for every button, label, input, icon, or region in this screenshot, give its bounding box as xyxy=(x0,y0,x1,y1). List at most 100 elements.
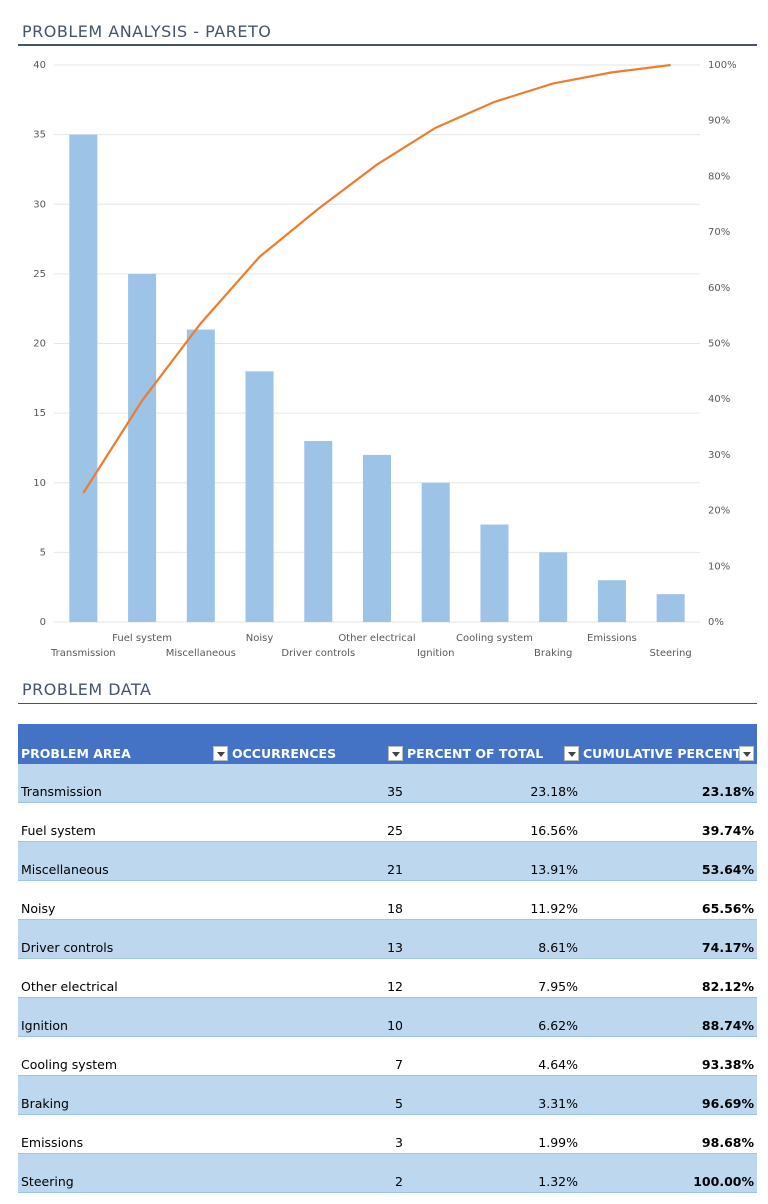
y2-tick-label: 100% xyxy=(708,60,737,71)
table-cell: 96.69% xyxy=(701,1096,754,1111)
y2-tick-label: 50% xyxy=(708,339,730,350)
table-cell: Other electrical xyxy=(21,979,118,994)
bar xyxy=(421,482,450,622)
table-cell: Miscellaneous xyxy=(21,862,109,877)
x-tick-label: Noisy xyxy=(246,633,274,644)
x-tick-label: Cooling system xyxy=(456,633,533,644)
table-cell: 12 xyxy=(387,979,403,994)
y2-tick-label: 20% xyxy=(708,506,730,517)
x-tick-label: Other electrical xyxy=(338,633,415,644)
data-table: PROBLEM AREA OCCURRENCES PERCENT OF TOTAL C… xyxy=(18,724,757,1193)
table-cell: 35 xyxy=(387,784,403,799)
table-cell: 5 xyxy=(395,1096,403,1111)
cumulative-line xyxy=(82,63,671,494)
table-cell: Emissions xyxy=(21,1135,84,1150)
x-tick-label: Fuel system xyxy=(112,633,172,644)
bar xyxy=(304,440,333,622)
y-tick-label: 25 xyxy=(33,269,46,280)
y-tick-label: 10 xyxy=(33,478,46,489)
table-cell: 23.18% xyxy=(530,784,578,799)
bar xyxy=(245,371,274,622)
title-rule xyxy=(18,44,757,46)
table-cell: Steering xyxy=(21,1174,74,1189)
bar xyxy=(186,329,215,622)
title-rule xyxy=(18,703,757,704)
x-tick-label: Emissions xyxy=(587,633,637,644)
table-cell: 16.56% xyxy=(530,823,578,838)
filter-button[interactable] xyxy=(739,746,754,761)
bar xyxy=(656,594,685,622)
table-cell: 2 xyxy=(395,1174,403,1189)
column-header: OCCURRENCES xyxy=(232,746,337,761)
filter-button[interactable] xyxy=(213,746,228,761)
table-cell: Transmission xyxy=(21,784,102,799)
table-row: Other electrical 12 7.95% 82.12% xyxy=(18,959,757,998)
table-cell: Cooling system xyxy=(21,1057,117,1072)
table-row: Ignition 10 6.62% 88.74% xyxy=(18,998,757,1037)
table-cell: Driver controls xyxy=(21,940,114,955)
y-tick-label: 5 xyxy=(40,547,46,558)
x-tick-label: Miscellaneous xyxy=(166,648,236,659)
column-header: PERCENT OF TOTAL xyxy=(407,746,544,761)
y-tick-label: 35 xyxy=(33,130,46,141)
table-cell: 65.56% xyxy=(701,901,754,916)
table-cell: 93.38% xyxy=(701,1057,754,1072)
column-header: PROBLEM AREA xyxy=(21,746,131,761)
x-tick-label: Braking xyxy=(534,648,572,659)
x-tick-label: Transmission xyxy=(50,648,116,659)
table-row: Miscellaneous 21 13.91% 53.64% xyxy=(18,842,757,881)
column-header: CUMULATIVE PERCENT xyxy=(583,746,742,761)
table-row: Driver controls 13 8.61% 74.17% xyxy=(18,920,757,959)
table-cell: 11.92% xyxy=(530,901,578,916)
x-tick-label: Driver controls xyxy=(281,648,355,659)
table-row: Braking 5 3.31% 96.69% xyxy=(18,1076,757,1115)
table-cell: 82.12% xyxy=(701,979,754,994)
y-tick-label: 30 xyxy=(33,199,46,210)
table-row: Transmission 35 23.18% 23.18% xyxy=(18,764,757,803)
table-cell: Braking xyxy=(21,1096,69,1111)
table-cell: 98.68% xyxy=(701,1135,754,1150)
y2-tick-label: 80% xyxy=(708,171,730,182)
x-tick-label: Steering xyxy=(650,648,692,659)
table-cell: 10 xyxy=(387,1018,403,1033)
table-cell: 100.00% xyxy=(693,1174,754,1189)
bar xyxy=(480,524,509,622)
table-cell: 13.91% xyxy=(530,862,578,877)
table-cell: 25 xyxy=(387,823,403,838)
y-tick-label: 15 xyxy=(33,408,46,419)
filter-button[interactable] xyxy=(564,746,579,761)
table-cell: 1.32% xyxy=(538,1174,578,1189)
filter-button[interactable] xyxy=(388,746,403,761)
chart: 0 5 10 15 20 25 30 35 40 0% 10% 20% 30% 40% 50% 60% 70% 8… xyxy=(33,60,737,659)
table-row: Fuel system 25 16.56% 39.74% xyxy=(18,803,757,842)
table-cell: Ignition xyxy=(21,1018,68,1033)
table-row: Emissions 3 1.99% 98.68% xyxy=(18,1115,757,1154)
y2-tick-label: 40% xyxy=(708,394,730,405)
table-cell: 21 xyxy=(387,862,403,877)
chart-title: PROBLEM ANALYSIS - PARETO xyxy=(22,22,272,41)
table-row: Cooling system 7 4.64% 93.38% xyxy=(18,1037,757,1076)
table-title: PROBLEM DATA xyxy=(22,680,152,699)
table-cell: 6.62% xyxy=(538,1018,578,1033)
table-cell: 4.64% xyxy=(538,1057,578,1072)
bar xyxy=(69,134,98,622)
bar xyxy=(363,454,391,622)
table-cell: 8.61% xyxy=(538,940,578,955)
table-cell: 3.31% xyxy=(538,1096,578,1111)
table-row: Noisy 18 11.92% 65.56% xyxy=(18,881,757,920)
y-tick-label: 40 xyxy=(33,60,46,71)
table-cell: 13 xyxy=(387,940,403,955)
table-row: Steering 2 1.32% 100.00% xyxy=(18,1154,757,1193)
x-tick-label: Ignition xyxy=(417,648,455,659)
y2-tick-label: 90% xyxy=(708,116,730,127)
y-tick-label: 20 xyxy=(33,339,46,350)
y-tick-label: 0 xyxy=(40,617,46,628)
table-cell: 3 xyxy=(395,1135,403,1150)
y2-tick-label: 0% xyxy=(708,617,724,628)
table-cell: 7 xyxy=(395,1057,403,1072)
bar xyxy=(539,552,568,622)
bar xyxy=(597,580,626,622)
table-cell: Noisy xyxy=(21,901,56,916)
y2-tick-label: 10% xyxy=(708,561,730,572)
